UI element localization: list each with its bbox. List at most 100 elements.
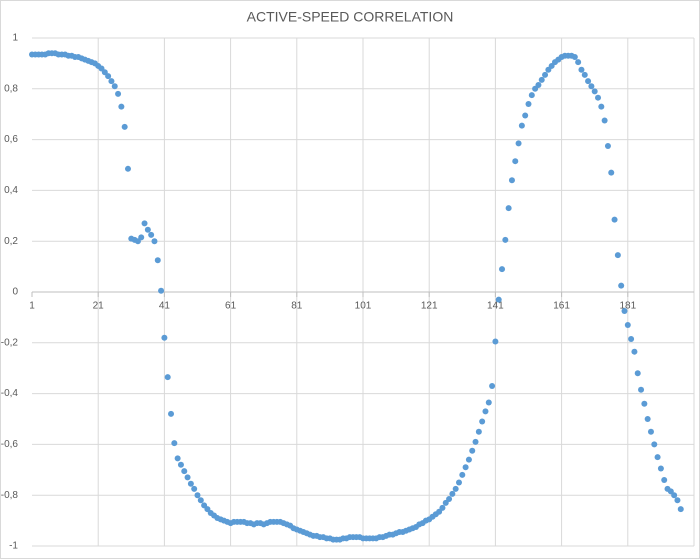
x-tick-label: 1 [29, 301, 35, 312]
point [581, 71, 588, 78]
point [677, 506, 684, 513]
y-tick-label: 0,4 [4, 185, 18, 196]
point [647, 428, 654, 435]
point [161, 334, 168, 341]
point [105, 73, 112, 80]
point [575, 59, 582, 66]
point [674, 497, 681, 504]
point [518, 122, 525, 129]
y-tick-label: 0 [12, 287, 18, 298]
point [475, 428, 482, 435]
point [608, 169, 615, 176]
x-tick-label: 81 [291, 301, 303, 312]
point [578, 66, 585, 73]
point [462, 464, 469, 471]
point [657, 465, 664, 472]
y-tick-label: -0,2 [1, 337, 19, 348]
chart-title: ACTIVE-SPEED CORRELATION [247, 9, 454, 25]
point [144, 226, 151, 233]
point [654, 454, 661, 461]
point [455, 479, 462, 486]
point [644, 416, 651, 422]
point [187, 480, 194, 487]
point [595, 94, 602, 101]
point [164, 374, 171, 381]
point [111, 83, 118, 90]
point [449, 490, 456, 497]
x-tick-label: 161 [553, 301, 570, 312]
x-tick-label: 181 [619, 301, 636, 312]
point [472, 438, 479, 445]
point [446, 496, 453, 503]
point [538, 76, 545, 83]
point [465, 456, 472, 463]
point [154, 257, 161, 264]
x-tick-label: 141 [487, 301, 504, 312]
point [121, 123, 128, 130]
x-tick-label: 41 [159, 301, 171, 312]
point [628, 335, 635, 342]
point [469, 447, 476, 454]
point [618, 282, 625, 289]
point [118, 103, 125, 110]
point [671, 492, 678, 499]
point [522, 112, 529, 119]
point [515, 140, 522, 147]
point [614, 252, 621, 259]
point [181, 468, 188, 475]
point [571, 54, 578, 61]
point [115, 90, 122, 97]
point [482, 408, 489, 415]
y-tick-label: 1 [12, 33, 18, 44]
point [177, 461, 184, 468]
point [191, 485, 198, 492]
point [141, 220, 148, 227]
point [439, 504, 446, 511]
point [598, 103, 605, 110]
point [479, 418, 486, 425]
point [108, 78, 115, 85]
point [585, 78, 592, 85]
point [631, 348, 638, 355]
y-tick-label: -0,8 [1, 490, 19, 501]
point [634, 370, 641, 377]
point [197, 497, 204, 504]
point [611, 216, 618, 223]
point [601, 117, 608, 124]
point [661, 476, 668, 483]
y-tick-label: -0,6 [1, 439, 19, 450]
x-tick-label: 21 [93, 301, 105, 312]
point [508, 177, 515, 184]
point [505, 205, 512, 212]
y-tick-label: -0,4 [1, 388, 19, 399]
point [485, 399, 492, 406]
x-tick-label: 101 [355, 301, 372, 312]
point [512, 158, 519, 165]
y-tick-label: 0,6 [4, 134, 18, 145]
point [499, 266, 506, 273]
point [542, 71, 549, 78]
point [459, 471, 466, 478]
y-tick-label: -1 [9, 541, 18, 552]
point [489, 382, 496, 389]
point [138, 234, 145, 241]
y-tick-label: 0,2 [4, 236, 18, 247]
point [641, 400, 648, 407]
point [525, 101, 532, 108]
x-tick-label: 121 [421, 301, 438, 312]
point [194, 492, 201, 499]
point [148, 231, 155, 238]
point [158, 287, 165, 294]
point [168, 410, 175, 417]
point [591, 88, 598, 95]
point [651, 441, 658, 448]
point [588, 83, 595, 90]
point [528, 92, 535, 99]
x-tick-label: 61 [225, 301, 237, 312]
point [624, 322, 631, 329]
point [171, 440, 178, 447]
point [638, 386, 645, 393]
